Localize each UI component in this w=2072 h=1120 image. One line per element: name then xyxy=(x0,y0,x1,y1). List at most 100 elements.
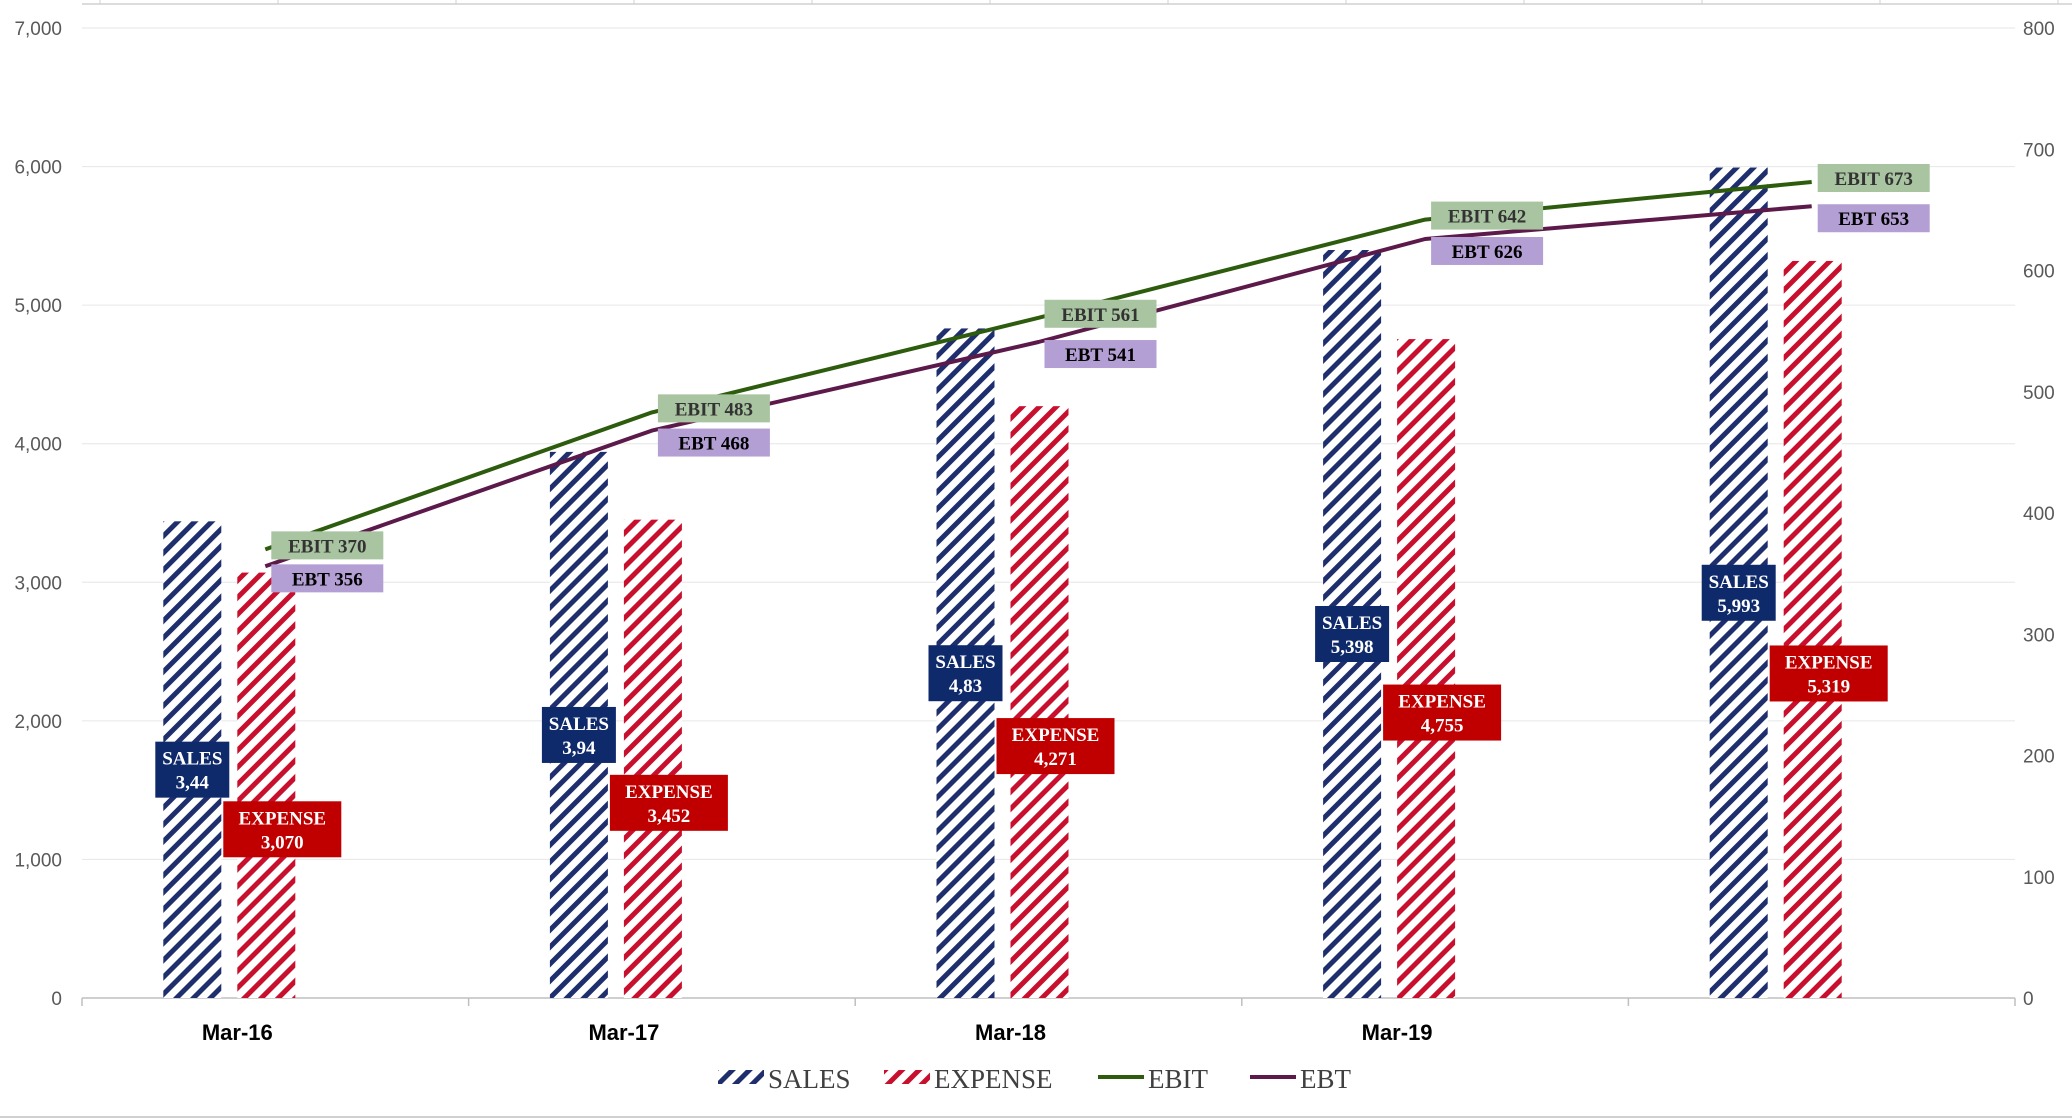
label-ebt-2: EBT 468 xyxy=(657,428,770,457)
label-sales-2: SALES 3,94 xyxy=(541,706,616,763)
legend-swatch-sales xyxy=(718,1070,764,1084)
label-expense-1-text: EXPENSE xyxy=(238,808,326,829)
label-ebit-5-box xyxy=(1817,163,1930,192)
label-expense-5-text: EXPENSE xyxy=(1785,652,1873,673)
label-ebit-4-text: EBIT 642 xyxy=(1448,207,1526,228)
label-expense-3: EXPENSE 4,271 xyxy=(996,718,1115,775)
label-ebt-2-box xyxy=(657,428,770,457)
x-tick-label-mar-19: Mar-19 xyxy=(1362,1020,1433,1045)
label-expense-1-box xyxy=(223,801,342,858)
label-sales-5-text: 5,993 xyxy=(1717,596,1760,617)
y-left-tick-label: 5,000 xyxy=(14,296,62,317)
label-sales-4-box xyxy=(1315,605,1390,662)
label-ebt-4-text: EBT 626 xyxy=(1452,242,1523,263)
label-ebt-4-box xyxy=(1431,236,1544,265)
label-sales-4-text: SALES xyxy=(1322,613,1382,634)
label-expense-3-text: 4,271 xyxy=(1034,749,1077,770)
label-ebit-1: EBIT 370 xyxy=(271,531,384,560)
label-expense-2-box xyxy=(609,774,728,831)
label-expense-4-box xyxy=(1383,684,1502,741)
label-ebt-2-text: EBT 468 xyxy=(678,434,749,455)
y-left-tick-label: 1,000 xyxy=(14,850,62,871)
label-ebit-3-text: EBIT 561 xyxy=(1061,305,1139,326)
bar-expense-mar-19 xyxy=(1397,339,1456,998)
label-ebit-3-box xyxy=(1044,299,1157,328)
label-sales-2-text: 3,94 xyxy=(562,738,596,759)
label-expense-1-text: 3,070 xyxy=(261,832,304,853)
y-right-tick-label: 100 xyxy=(2023,868,2055,889)
y-left-tick-label: 2,000 xyxy=(14,712,62,733)
label-ebit-1-box xyxy=(271,531,384,560)
label-sales-3-text: SALES xyxy=(935,652,995,673)
label-sales-5-text: SALES xyxy=(1709,572,1769,593)
legend-swatch-expense xyxy=(884,1070,930,1084)
label-ebt-5-text: EBT 653 xyxy=(1838,209,1909,230)
legend-item-ebit: EBIT xyxy=(1098,1064,1208,1094)
legend-label-sales: SALES xyxy=(768,1064,851,1094)
label-expense-2-text: EXPENSE xyxy=(625,782,713,803)
label-ebit-5-text: EBIT 673 xyxy=(1835,169,1913,190)
y-left-tick-label: 6,000 xyxy=(14,158,62,179)
label-sales-4: SALES 5,398 xyxy=(1315,605,1390,662)
label-expense-3-text: EXPENSE xyxy=(1012,725,1100,746)
legend-label-expense: EXPENSE xyxy=(934,1064,1053,1094)
label-sales-5: SALES 5,993 xyxy=(1701,564,1776,621)
bar-expense-mar-17 xyxy=(623,519,682,998)
legend-label-ebit: EBIT xyxy=(1148,1064,1208,1094)
y-left-tick-label: 7,000 xyxy=(14,19,62,40)
y-right-tick-label: 0 xyxy=(2023,989,2034,1010)
y-right-tick-label: 500 xyxy=(2023,383,2055,404)
label-ebt-1-box xyxy=(271,564,384,593)
label-expense-4-text: 4,755 xyxy=(1421,716,1464,737)
label-ebt-3-text: EBT 541 xyxy=(1065,345,1136,366)
y-left-tick-label: 3,000 xyxy=(14,573,62,594)
data-labels: SALES3,44SALES3,94SALES4,83SALES5,398SAL… xyxy=(155,163,1930,858)
label-expense-1: EXPENSE 3,070 xyxy=(223,801,342,858)
label-expense-4-text: EXPENSE xyxy=(1398,692,1486,713)
label-expense-5: EXPENSE 5,319 xyxy=(1769,645,1888,702)
lines xyxy=(264,180,1812,569)
y-left-tick-label: 4,000 xyxy=(14,435,62,456)
label-ebit-2-box xyxy=(657,394,770,423)
label-ebit-3: EBIT 561 xyxy=(1044,299,1157,328)
label-expense-5-box xyxy=(1769,645,1888,702)
bar-expense-mar-18 xyxy=(1010,406,1069,998)
legend-item-ebt: EBT xyxy=(1250,1064,1352,1094)
label-ebit-4-box xyxy=(1431,201,1544,230)
label-ebit-2: EBIT 483 xyxy=(657,394,770,423)
label-sales-5-box xyxy=(1701,564,1776,621)
label-expense-5-text: 5,319 xyxy=(1807,676,1850,697)
y-right-tick-label: 200 xyxy=(2023,747,2055,768)
y-right-tick-label: 800 xyxy=(2023,19,2055,40)
label-expense-2: EXPENSE 3,452 xyxy=(609,774,728,831)
label-ebt-3-box xyxy=(1044,340,1157,369)
label-ebit-4: EBIT 642 xyxy=(1431,201,1544,230)
label-ebit-2-text: EBIT 483 xyxy=(675,399,753,420)
label-expense-4: EXPENSE 4,755 xyxy=(1383,684,1502,741)
y-right-tick-label: 400 xyxy=(2023,504,2055,525)
y-left-tick-label: 0 xyxy=(51,989,62,1010)
bar-expense-blank xyxy=(1783,260,1842,998)
line-ebt xyxy=(264,204,1812,569)
label-expense-2-text: 3,452 xyxy=(648,806,691,827)
label-ebt-3: EBT 541 xyxy=(1044,340,1157,369)
label-sales-4-text: 5,398 xyxy=(1331,637,1374,658)
label-sales-1-box xyxy=(155,741,230,798)
y-right-tick-label: 600 xyxy=(2023,262,2055,283)
x-tick-label-mar-18: Mar-18 xyxy=(975,1020,1046,1045)
label-sales-1-text: 3,44 xyxy=(176,773,210,794)
label-sales-2-text: SALES xyxy=(549,714,609,735)
label-sales-3-box xyxy=(928,645,1003,702)
line-ebit xyxy=(264,180,1812,552)
label-ebit-5: EBIT 673 xyxy=(1817,163,1930,192)
x-tick-label-mar-16: Mar-16 xyxy=(202,1020,273,1045)
label-ebt-4: EBT 626 xyxy=(1431,236,1544,265)
legend: SALES EXPENSE EBIT EBT xyxy=(718,1064,1352,1094)
legend-item-expense: EXPENSE xyxy=(884,1064,1053,1094)
label-sales-1-text: SALES xyxy=(162,749,222,770)
y-right-tick-label: 300 xyxy=(2023,625,2055,646)
label-sales-1: SALES 3,44 xyxy=(155,741,230,798)
label-ebt-1: EBT 356 xyxy=(271,564,384,593)
